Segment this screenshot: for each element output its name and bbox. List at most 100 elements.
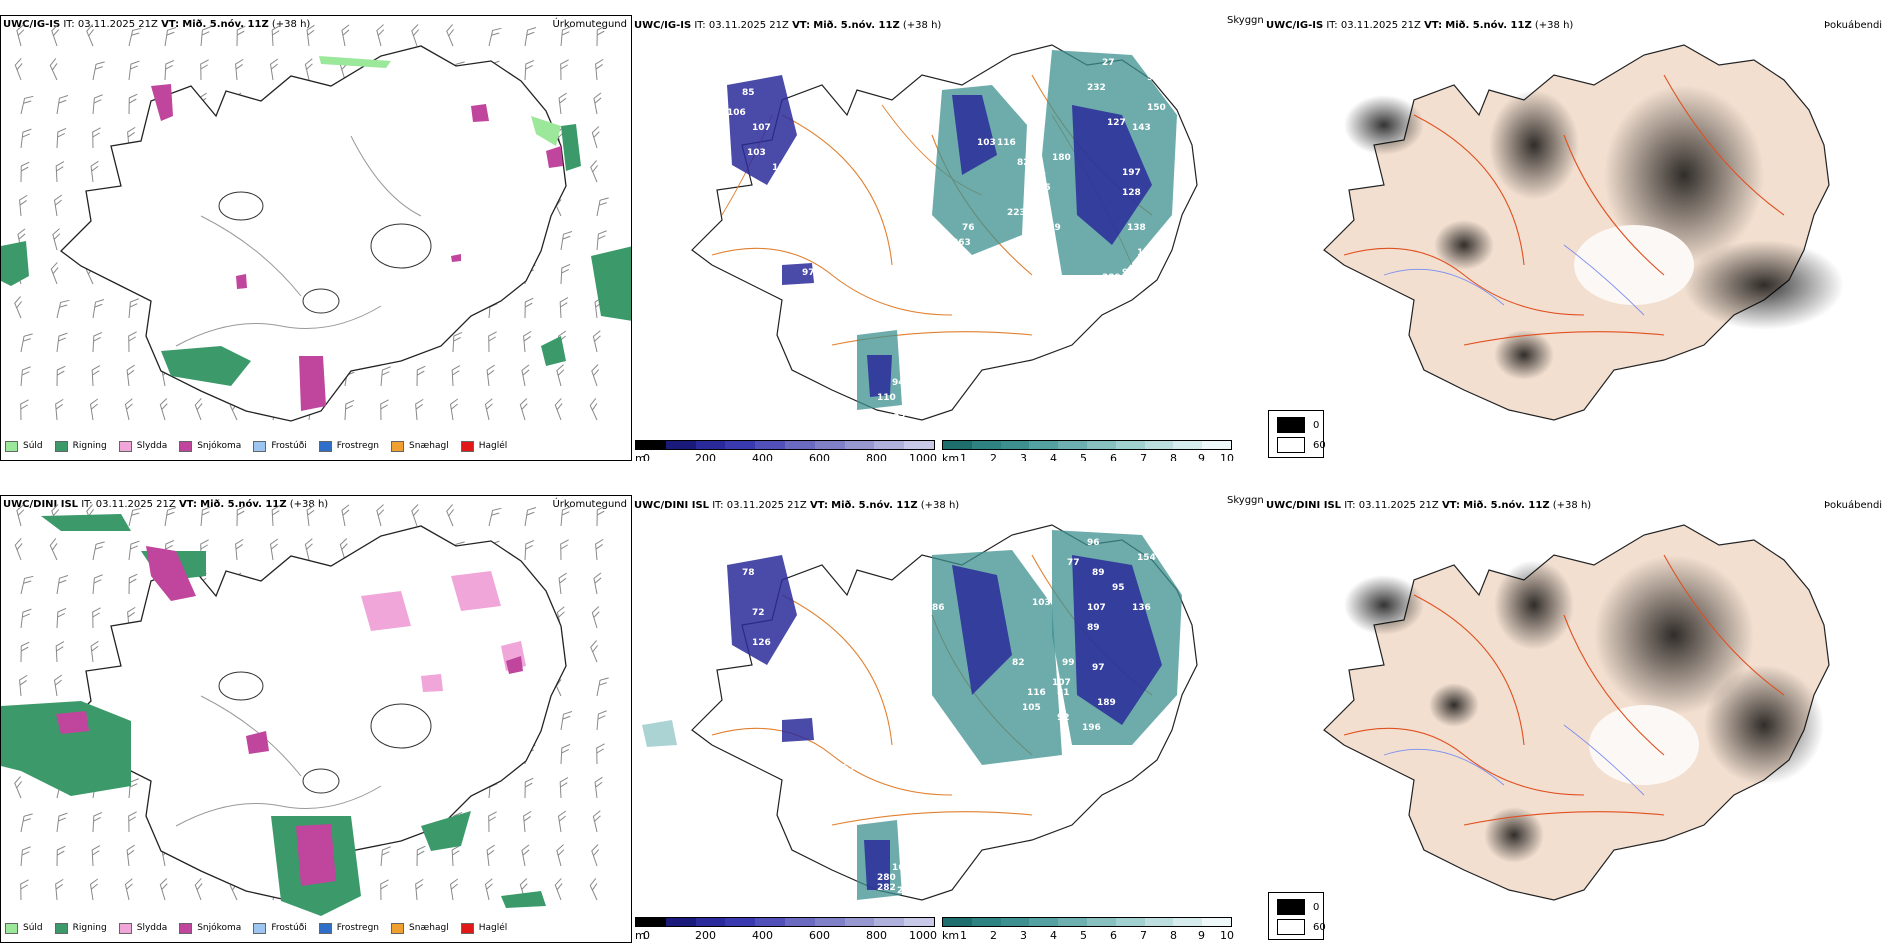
wind-barb	[128, 331, 137, 353]
cloud-base-label: 100	[1062, 798, 1081, 808]
wind-barb	[554, 398, 563, 421]
cloud-base-label: 107	[1087, 603, 1106, 613]
wind-barb	[411, 504, 420, 527]
cloud-areas-top	[727, 50, 1177, 410]
elevation-bar	[635, 440, 935, 450]
wind-barb	[344, 399, 355, 421]
wind-barb	[56, 332, 68, 353]
wind-barb	[376, 24, 385, 47]
legend-swatch	[54, 922, 68, 934]
cloud-base-label: 82	[1012, 658, 1025, 668]
wind-barb	[124, 398, 133, 421]
fog-key-swatch	[1277, 417, 1305, 433]
wind-barb	[524, 777, 534, 799]
wind-barb	[558, 92, 567, 115]
tick-label: 7	[1140, 929, 1147, 942]
wind-barb	[415, 878, 424, 901]
wind-barb	[519, 398, 528, 421]
wind-barb	[269, 58, 279, 81]
fog-shading	[1344, 555, 1824, 863]
wind-barb	[16, 504, 25, 527]
wind-barb	[49, 58, 58, 81]
wind-barb	[20, 846, 31, 867]
legend-item: Slydda	[118, 440, 167, 452]
wind-barb	[560, 539, 569, 561]
wind-barb	[341, 24, 350, 47]
precip-map-top	[1, 24, 631, 422]
cloud-base-label: 110	[772, 163, 791, 173]
wind-barb	[128, 540, 140, 561]
wind-barb	[589, 878, 598, 901]
fog-shading	[1344, 85, 1844, 380]
wind-barb	[20, 366, 31, 387]
wind-barb	[90, 640, 99, 663]
wind-barb	[596, 710, 607, 731]
cloud-base-label: 97	[802, 268, 815, 278]
legend-swatch	[253, 440, 267, 452]
wind-barb	[126, 364, 135, 387]
panel-title: Skyggni	[1227, 15, 1264, 26]
wind-barb	[592, 810, 601, 833]
cloud-base-label: 164	[892, 863, 911, 873]
legend-swatch	[391, 440, 405, 452]
wind-barb	[560, 263, 571, 285]
rain-areas	[1, 124, 631, 386]
wind-barb	[451, 365, 461, 387]
wind-barb	[55, 641, 65, 663]
wind-barb	[595, 538, 604, 561]
wind-barb	[560, 743, 571, 765]
legend-swatch	[54, 440, 68, 452]
cloud-base-label: 76	[962, 223, 975, 233]
wind-barb	[524, 539, 535, 561]
wind-barb	[124, 878, 133, 901]
wind-barb	[596, 25, 606, 47]
wind-barb	[556, 364, 565, 387]
legend-item: Frostúði	[253, 440, 307, 452]
panel-header: UWC/IG-IS IT: 03.11.2025 21Z VT: Mið. 5.…	[634, 20, 942, 31]
wind-barb	[20, 333, 33, 353]
tick-label: 2	[990, 929, 997, 942]
wind-barb	[593, 572, 602, 595]
cloud-base-label: 116	[997, 138, 1016, 148]
wind-barb	[236, 505, 246, 527]
legend-swatch	[460, 922, 474, 934]
wind-barb	[235, 58, 244, 81]
wind-barb	[592, 330, 601, 353]
legend-item: Haglél	[460, 922, 507, 934]
wind-barb	[449, 878, 459, 901]
tick-label: 2	[990, 452, 997, 461]
wind-barb	[560, 59, 569, 81]
panel-title: Úrkomutegund	[552, 499, 627, 510]
wind-barb	[596, 743, 605, 765]
wind-barb	[524, 59, 535, 81]
tick-label: 200	[695, 452, 716, 461]
precip-type-panel-bottom: UWC/DINI ISL IT: 03.11.2025 21Z VT: Mið.…	[0, 495, 632, 943]
legend-item: Snæhagl	[391, 440, 449, 452]
tick-label: 8	[1170, 929, 1177, 942]
panel-header: UWC/IG-IS IT: 03.11.2025 21Z VT: Mið. 5.…	[3, 19, 311, 30]
snow-areas	[56, 546, 523, 886]
cloud-base-label: 196	[1082, 723, 1101, 733]
wind-barb	[92, 94, 103, 115]
wind-barb	[128, 60, 140, 81]
wind-barb	[53, 674, 63, 697]
cloud-base-label: 94	[892, 378, 905, 388]
cloud-base-label: 105	[1022, 703, 1041, 713]
tick-label: 8	[1170, 452, 1177, 461]
cloud-base-label: 27	[1102, 58, 1115, 68]
wind-barb	[235, 538, 244, 561]
cloud-base-label: 92	[1057, 713, 1070, 723]
cloud-base-label: 89	[1092, 568, 1105, 578]
legend-item: Frostúði	[253, 922, 307, 934]
tick-label: 6	[1110, 929, 1117, 942]
wind-barb	[20, 128, 32, 149]
wind-barb	[589, 398, 598, 421]
wind-barb	[56, 812, 68, 833]
cloud-base-label: 78	[742, 568, 755, 578]
cloud-base-label: 282	[877, 883, 896, 893]
cloud-base-label: 138	[1127, 223, 1146, 233]
tick-label: 600	[809, 929, 830, 942]
wind-barb	[14, 776, 22, 799]
legend-swatch	[5, 440, 18, 452]
wind-barb	[380, 366, 391, 387]
